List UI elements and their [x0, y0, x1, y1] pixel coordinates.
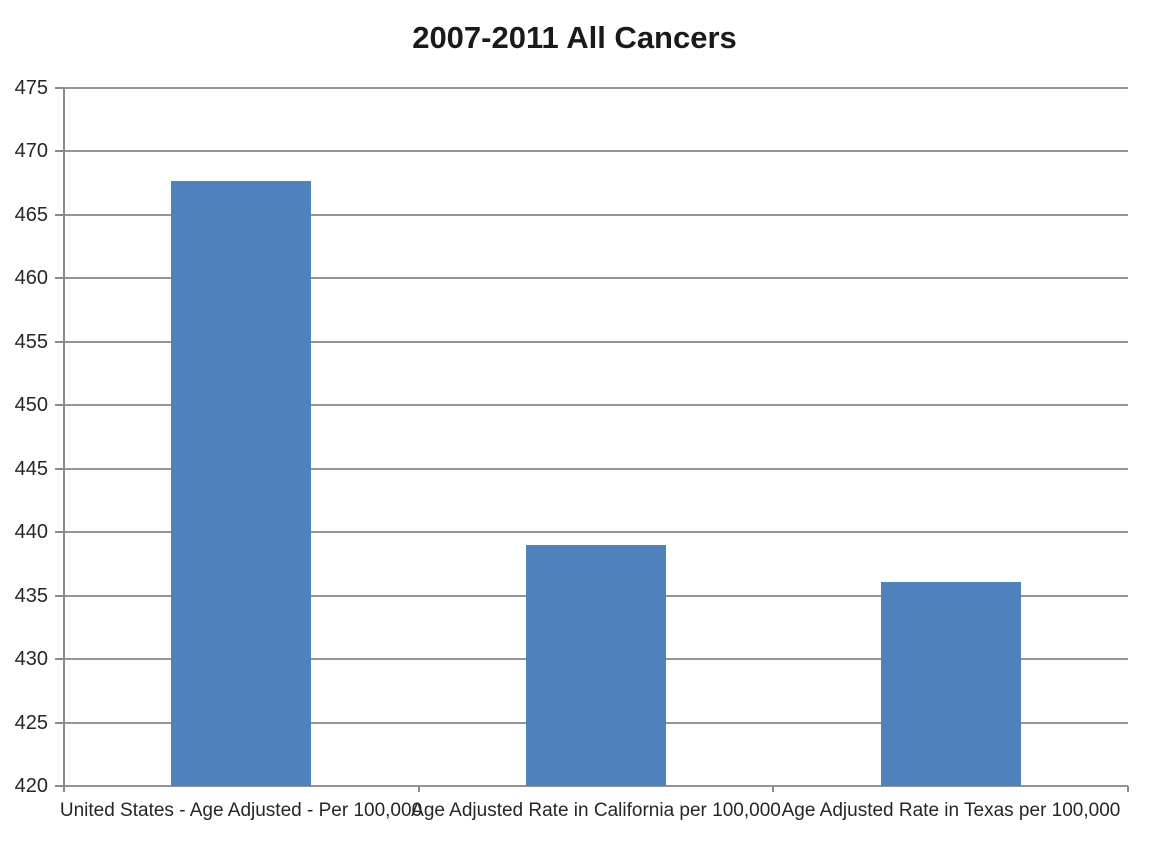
y-tick-label: 465 [14, 204, 48, 226]
gridline [64, 341, 1128, 343]
y-tick-label: 445 [14, 458, 48, 480]
y-tick-label: 420 [14, 775, 48, 797]
y-axis-line [63, 88, 65, 791]
x-axis-tick [772, 786, 774, 792]
y-axis-tick [55, 595, 64, 597]
x-axis-tick [1127, 786, 1129, 792]
bar [171, 181, 311, 786]
x-category-label: Age Adjusted Rate in California per 100,… [411, 800, 781, 821]
y-axis-tick [55, 531, 64, 533]
y-tick-label: 425 [14, 712, 48, 734]
bar [881, 582, 1021, 786]
y-axis-tick [55, 658, 64, 660]
y-axis-tick [55, 150, 64, 152]
y-tick-label: 435 [14, 585, 48, 607]
y-axis-tick [55, 87, 64, 89]
y-axis-tick [55, 785, 64, 787]
gridline [64, 404, 1128, 406]
y-axis-tick [55, 468, 64, 470]
y-axis-tick [55, 404, 64, 406]
y-axis-tick [55, 722, 64, 724]
y-tick-label: 475 [14, 77, 48, 99]
x-category-label: United States - Age Adjusted - Per 100,0… [59, 800, 423, 821]
y-axis-tick [55, 214, 64, 216]
gridline [64, 531, 1128, 533]
x-category-label: Age Adjusted Rate in Texas per 100,000 [781, 800, 1121, 821]
y-tick-label: 470 [14, 140, 48, 162]
gridline [64, 785, 1128, 787]
y-axis-tick [55, 341, 64, 343]
gridline [64, 277, 1128, 279]
x-axis-tick [418, 786, 420, 792]
y-tick-label: 450 [14, 394, 48, 416]
bar [526, 545, 666, 786]
y-tick-label: 460 [14, 267, 48, 289]
y-tick-label: 455 [14, 331, 48, 353]
y-tick-label: 440 [14, 521, 48, 543]
gridline [64, 468, 1128, 470]
x-axis-tick [63, 786, 65, 792]
y-tick-label: 430 [14, 648, 48, 670]
gridline [64, 87, 1128, 89]
chart-title: 2007-2011 All Cancers [412, 20, 737, 55]
gridline [64, 150, 1128, 152]
gridline [64, 214, 1128, 216]
y-axis-tick [55, 277, 64, 279]
